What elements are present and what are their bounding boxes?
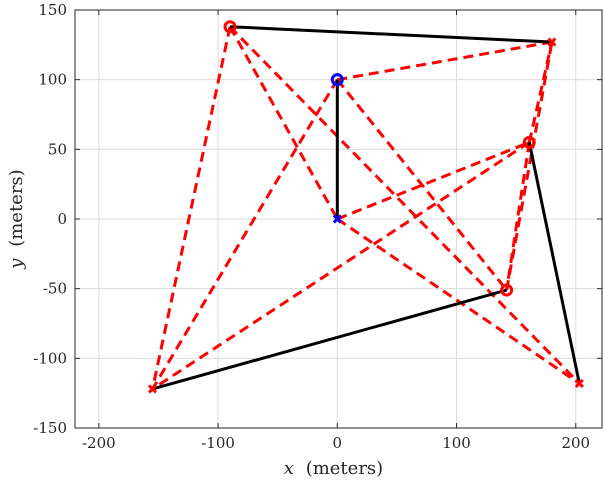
solid-links [152,25,581,391]
dashed-link [228,25,339,220]
blue-cross-marker [332,214,342,224]
x-axis-label: x (meters) [284,458,383,479]
solid-link [229,25,552,44]
y-tick-label: -150 [33,419,67,437]
y-tick-label: 50 [48,140,67,158]
blue-circle-marker [330,73,344,87]
dashed-links [151,25,581,391]
dashed-link [337,40,553,82]
dashed-link [336,140,530,221]
x-tick-label: 200 [561,434,590,452]
y-tick-label: 100 [38,71,67,89]
solid-link [152,288,508,391]
dashed-link [527,41,554,143]
x-tick-label: 0 [333,434,343,452]
ticks: -200 -100 0 100 200 -150 -100 -50 0 50 100 150 [33,1,602,452]
x-axis-label-unit: (meters) [306,458,384,479]
markers [147,20,584,394]
red-circle-marker [522,135,536,149]
dashed-link [151,78,339,390]
y-axis-label-var: y [6,258,27,270]
dashed-link [336,78,508,292]
red-cross-marker [574,378,584,388]
x-tick-label: 100 [442,434,471,452]
red-cross-marker [547,37,557,47]
red-circle-marker [223,20,237,34]
y-tick-label: -50 [43,280,67,298]
dashed-link [336,217,581,385]
x-tick-label: -100 [201,434,235,452]
dashed-link [151,141,531,391]
y-tick-label: 0 [57,210,67,228]
x-axis-label-var: x [284,458,294,479]
y-axis-label: y (meters) [6,169,27,269]
dashed-link [505,41,554,291]
red-circle-marker [500,283,514,297]
x-tick-label: -200 [82,434,116,452]
solid-link [527,142,581,384]
dashed-link [505,142,531,291]
y-tick-label: 150 [38,1,67,19]
dashed-link [228,25,581,385]
y-tick-label: -100 [33,349,67,367]
red-cross-marker [147,384,158,394]
dashed-link [151,26,232,390]
y-axis-label-unit: (meters) [6,169,27,247]
